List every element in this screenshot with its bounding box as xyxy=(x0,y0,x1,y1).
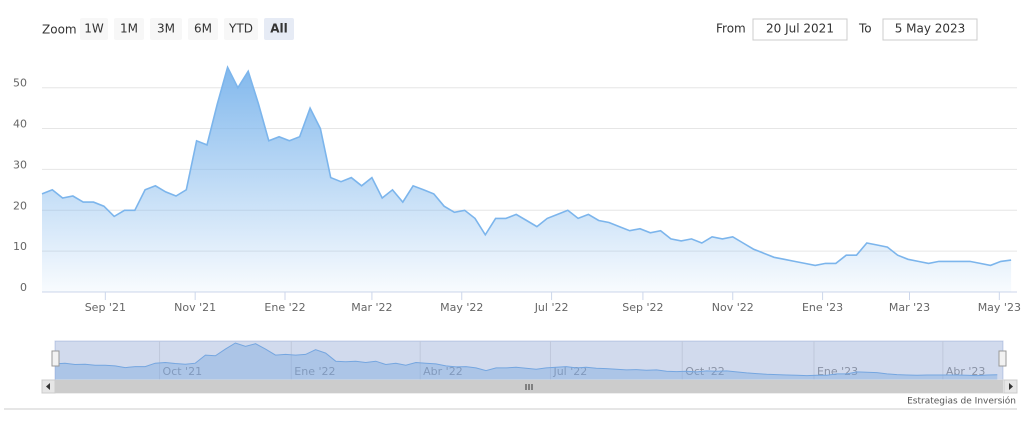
range-button-bg[interactable] xyxy=(150,18,182,40)
from-value[interactable]: 20 Jul 2021 xyxy=(766,22,834,36)
y-tick-label: 10 xyxy=(13,240,27,253)
y-tick-label: 50 xyxy=(13,77,27,90)
price-line xyxy=(41,65,1012,267)
x-tick-label: May '23 xyxy=(978,301,1021,314)
x-tick-label: Nov '21 xyxy=(174,301,216,314)
range-button-label[interactable]: 1M xyxy=(120,22,138,36)
range-button-bg[interactable] xyxy=(188,18,218,40)
range-button-bg[interactable] xyxy=(264,18,294,40)
from-input[interactable] xyxy=(752,18,848,41)
range-button-label[interactable]: 6M xyxy=(194,22,212,36)
x-tick-label: Ene '22 xyxy=(264,301,305,314)
y-tick-label: 20 xyxy=(13,199,27,212)
range-button[interactable]: 3M xyxy=(150,18,182,40)
range-button-bg[interactable] xyxy=(80,18,108,40)
range-button-bg[interactable] xyxy=(114,18,144,40)
navigator-handle[interactable] xyxy=(51,350,60,367)
range-button-label[interactable]: YTD xyxy=(228,22,253,36)
range-button-label[interactable]: 3M xyxy=(157,22,175,36)
navigator-tick-label: Abr '22 xyxy=(423,365,463,378)
navigator-tick-label: Ene '22 xyxy=(294,365,335,378)
x-tick-label: Mar '23 xyxy=(889,301,930,314)
arrow-right xyxy=(1009,383,1013,390)
credit: Estrategias de Inversión xyxy=(907,396,1016,407)
x-tick-label: May '22 xyxy=(440,301,483,314)
to-input[interactable] xyxy=(882,18,978,41)
x-tick-label: Jul '22 xyxy=(534,301,569,314)
x-tick-label: Mar '22 xyxy=(351,301,392,314)
navigator-handle[interactable] xyxy=(998,350,1007,367)
x-tick-label: Ene '23 xyxy=(802,301,843,314)
y-tick-label: 30 xyxy=(13,158,27,171)
x-tick-label: Sep '22 xyxy=(622,301,663,314)
navigator-mask[interactable] xyxy=(55,341,1003,380)
navigator-tick-label: Oct '21 xyxy=(163,365,203,378)
x-tick-label: Sep '21 xyxy=(85,301,126,314)
range-button-label[interactable]: 1W xyxy=(84,22,104,36)
navigator-tick-label: Jul '22 xyxy=(552,365,587,378)
navigator-area xyxy=(55,343,998,380)
area-fill xyxy=(42,67,1012,292)
to-value[interactable]: 5 May 2023 xyxy=(895,22,966,36)
navigator-line xyxy=(54,342,998,377)
y-tick-label: 40 xyxy=(13,118,27,131)
zoom-label: Zoom xyxy=(42,23,77,37)
to-label: To xyxy=(858,22,872,36)
range-button[interactable]: 1W xyxy=(80,18,108,40)
x-tick-label: Nov '22 xyxy=(712,301,754,314)
range-button[interactable]: 1M xyxy=(114,18,144,40)
scroll-grip xyxy=(525,384,533,390)
from-label: From xyxy=(716,22,746,36)
arrow-left xyxy=(46,383,50,390)
range-button[interactable]: YTD xyxy=(224,18,258,40)
range-button-bg[interactable] xyxy=(224,18,258,40)
y-tick-label: 0 xyxy=(20,281,27,294)
range-button-label[interactable]: All xyxy=(270,22,288,36)
range-button[interactable]: All xyxy=(264,18,294,40)
range-button[interactable]: 6M xyxy=(188,18,218,40)
